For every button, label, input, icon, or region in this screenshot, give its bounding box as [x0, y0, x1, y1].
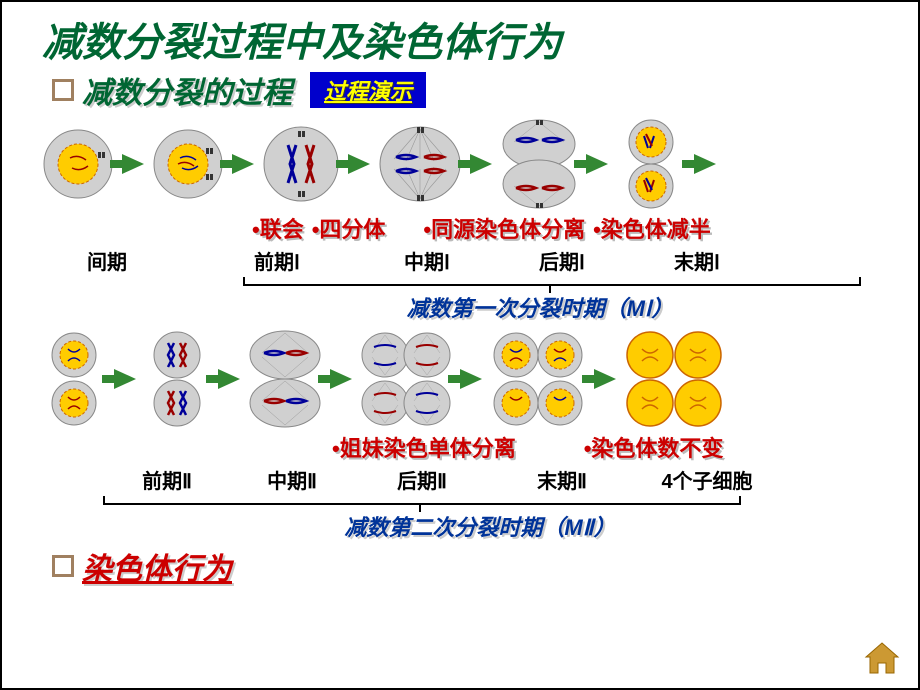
label-interphase: 间期 — [42, 246, 172, 275]
arrow-icon — [232, 154, 254, 174]
arrow-icon — [694, 154, 716, 174]
label-telophase2: 末期Ⅱ — [492, 465, 632, 494]
phase-m1-label: 减数第一次分裂时期（MⅠ） — [162, 291, 918, 323]
cell-anaphase-2 — [360, 329, 452, 429]
label-daughters: 4个子细胞 — [632, 465, 782, 494]
arrow-icon — [218, 369, 240, 389]
cell-interphase-2 — [152, 128, 224, 200]
label-metaphase1: 中期Ⅰ — [362, 246, 492, 275]
arrow-icon — [122, 154, 144, 174]
arrow-icon — [586, 154, 608, 174]
anno-chrom-half: •染色体减半 — [593, 212, 711, 244]
cell-prophase-2 — [144, 331, 210, 427]
cell-metaphase-2 — [248, 329, 322, 429]
anno-homolog-sep: •同源染色体分离 — [423, 212, 585, 244]
cell-daughters — [624, 329, 724, 429]
bullet-square-icon — [52, 79, 74, 101]
cell-anaphase-1 — [500, 118, 578, 210]
arrow-icon — [114, 369, 136, 389]
cell-metaphase-1 — [378, 125, 462, 203]
arrow-icon — [470, 154, 492, 174]
meiosis-row-1 — [2, 114, 918, 210]
home-icon[interactable] — [862, 641, 902, 680]
label-anaphase2: 后期Ⅱ — [352, 465, 492, 494]
anno-tetrad: •四分体 — [312, 212, 386, 244]
page-title: 减数分裂过程中及染色体行为 — [2, 2, 918, 68]
row1-annotations: •联会 •四分体 •同源染色体分离 •染色体减半 — [2, 212, 918, 244]
arrow-icon — [594, 369, 616, 389]
cell-interphase-1 — [42, 128, 114, 200]
label-anaphase1: 后期Ⅰ — [492, 246, 632, 275]
demo-button[interactable]: 过程演示 — [310, 72, 426, 108]
phase-m2-label: 减数第二次分裂时期（MⅡ） — [42, 510, 918, 542]
anno-sister-sep: •姐妹染色单体分离 — [332, 431, 516, 463]
row1-bracket — [42, 275, 878, 293]
subtitle-row-1: 减数分裂的过程 过程演示 — [52, 68, 918, 112]
cell-telophase-1 — [616, 118, 686, 210]
meiosis-row-2 — [2, 323, 918, 429]
anno-chrom-same: •染色体数不变 — [584, 431, 724, 463]
cell-telophase-2 — [490, 329, 586, 429]
label-prophase2: 前期Ⅱ — [102, 465, 232, 494]
cell-m2-start — [42, 331, 106, 427]
arrow-icon — [348, 154, 370, 174]
subtitle-row-2: 染色体行为 — [52, 544, 918, 588]
row2-annotations: •姐妹染色单体分离 •染色体数不变 — [2, 431, 918, 463]
label-metaphase2: 中期Ⅱ — [232, 465, 352, 494]
arrow-icon — [460, 369, 482, 389]
cell-prophase-1 — [262, 125, 340, 203]
subtitle-process: 减数分裂的过程 — [82, 68, 292, 112]
label-prophase1: 前期Ⅰ — [192, 246, 362, 275]
bullet-square-icon — [52, 555, 74, 577]
subtitle-behavior[interactable]: 染色体行为 — [82, 544, 232, 588]
row2-bracket — [42, 494, 878, 512]
anno-synapsis: •联会 — [252, 212, 304, 244]
arrow-icon — [330, 369, 352, 389]
row2-labels: 前期Ⅱ 中期Ⅱ 后期Ⅱ 末期Ⅱ 4个子细胞 — [2, 463, 918, 494]
row1-labels: 间期 前期Ⅰ 中期Ⅰ 后期Ⅰ 末期Ⅰ — [2, 244, 918, 275]
label-telophase1: 末期Ⅰ — [632, 246, 762, 275]
